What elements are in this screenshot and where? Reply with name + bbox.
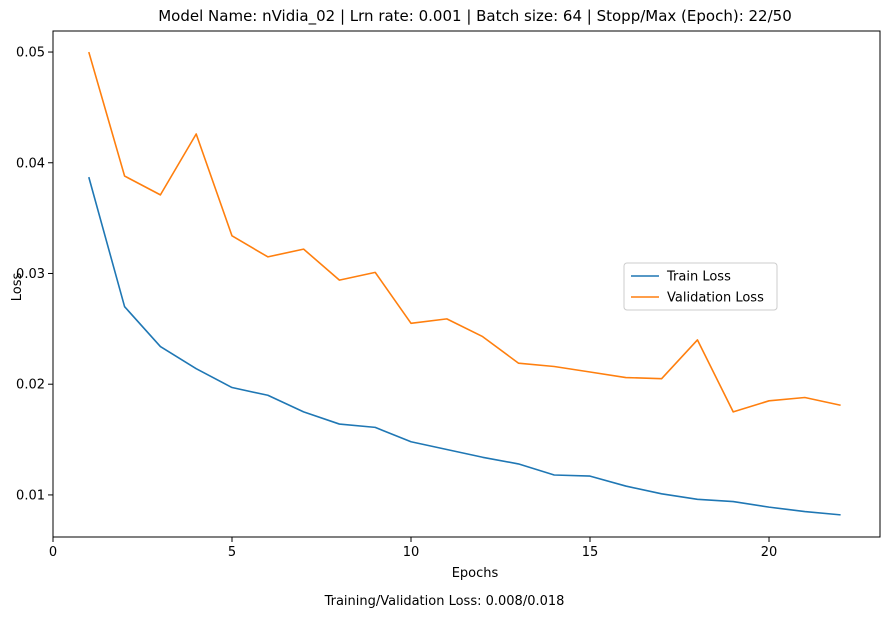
- y-axis-label: Loss: [10, 273, 25, 302]
- y-tick-label: 0.04: [16, 156, 45, 171]
- y-tick-label: 0.02: [16, 378, 45, 393]
- x-tick-label: 20: [761, 545, 778, 560]
- y-tick-label: 0.05: [16, 46, 45, 61]
- chart-title: Model Name: nVidia_02 | Lrn rate: 0.001 …: [158, 7, 792, 26]
- x-axis-label: Epochs: [452, 566, 499, 581]
- plot-frame: [52, 30, 881, 538]
- y-tick-label: 0.03: [16, 267, 45, 282]
- x-tick-label: 5: [228, 545, 236, 560]
- series-line-validation-loss: [88, 51, 841, 413]
- y-tick-label: 0.01: [16, 488, 45, 503]
- series-line-train-loss: [88, 176, 841, 516]
- legend-entry: Train Loss: [666, 270, 731, 285]
- x-axis: 0 5 10 15 20: [49, 537, 777, 560]
- loss-summary-caption: Training/Validation Loss: 0.008/0.018: [324, 594, 565, 609]
- legend-entry: Validation Loss: [667, 291, 764, 306]
- y-axis: 0.01 0.02 0.03 0.04 0.05: [16, 46, 53, 503]
- x-tick-label: 0: [49, 545, 57, 560]
- series-layer: [88, 51, 841, 516]
- legend-box: [623, 262, 778, 311]
- legend: Train Loss Validation Loss: [623, 262, 778, 311]
- x-tick-label: 15: [582, 545, 599, 560]
- x-tick-label: 10: [403, 545, 420, 560]
